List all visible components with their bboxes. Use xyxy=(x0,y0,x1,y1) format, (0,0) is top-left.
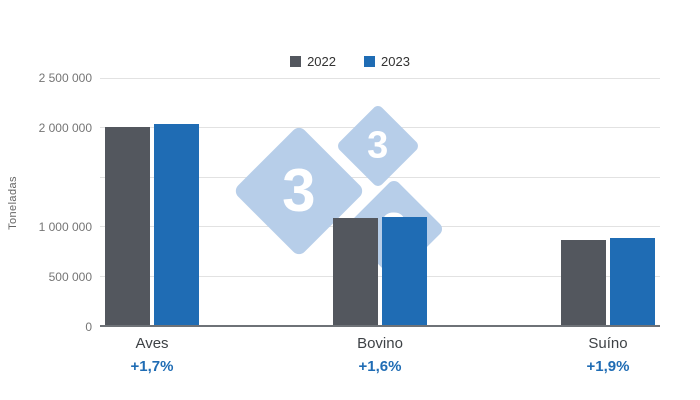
legend-item-2022: 2022 xyxy=(290,54,336,69)
growth-label-aves: +1,7% xyxy=(130,358,174,375)
bar-group-aves: Aves +1,7% xyxy=(105,78,199,375)
bar-aves-2023 xyxy=(154,124,199,325)
growth-label-suino: +1,9% xyxy=(586,358,630,375)
y-tick-label: 1 000 000 xyxy=(38,220,92,235)
bar-suino-2023 xyxy=(610,238,655,325)
category-label-aves: Aves xyxy=(135,335,169,352)
legend-swatch-2023 xyxy=(364,56,375,67)
bars-layer: Aves +1,7% Bovino +1,6% Suíno +1,9% xyxy=(100,78,660,375)
gridline xyxy=(100,275,660,277)
legend-swatch-2022 xyxy=(290,56,302,67)
y-tick-label: 500 000 xyxy=(48,270,92,285)
legend: 2022 2023 xyxy=(0,54,700,69)
legend-label-2022: 2022 xyxy=(307,54,336,69)
gridline xyxy=(100,78,660,79)
category-label-bovino: Bovino xyxy=(357,335,403,352)
bar-group-bovino: Bovino +1,6% xyxy=(333,78,427,375)
category-label-suino: Suíno xyxy=(588,335,628,352)
growth-label-bovino: +1,6% xyxy=(358,358,402,375)
bar-suino-2022 xyxy=(561,240,606,325)
plot-area: 3 3 3 Aves+1,7%Bovino+1,6%Suíno+1,9% xyxy=(100,78,660,375)
y-tick-label: 2 500 000 xyxy=(38,71,92,85)
legend-label-2023: 2023 xyxy=(381,54,410,69)
legend-item-2023: 2023 xyxy=(364,54,410,69)
y-tick-label: 0 xyxy=(85,320,92,334)
bar-bovino-2022 xyxy=(333,218,378,325)
y-axis-tick-labels: 2 500 000 2 000 000 1 000 000 500 000 0 xyxy=(0,71,92,334)
y-tick-label: 2 000 000 xyxy=(38,120,92,135)
bar-bovino-2023 xyxy=(382,216,427,325)
bar-group-suino: Suíno +1,9% xyxy=(561,78,655,375)
bar-aves-2022 xyxy=(105,127,150,325)
